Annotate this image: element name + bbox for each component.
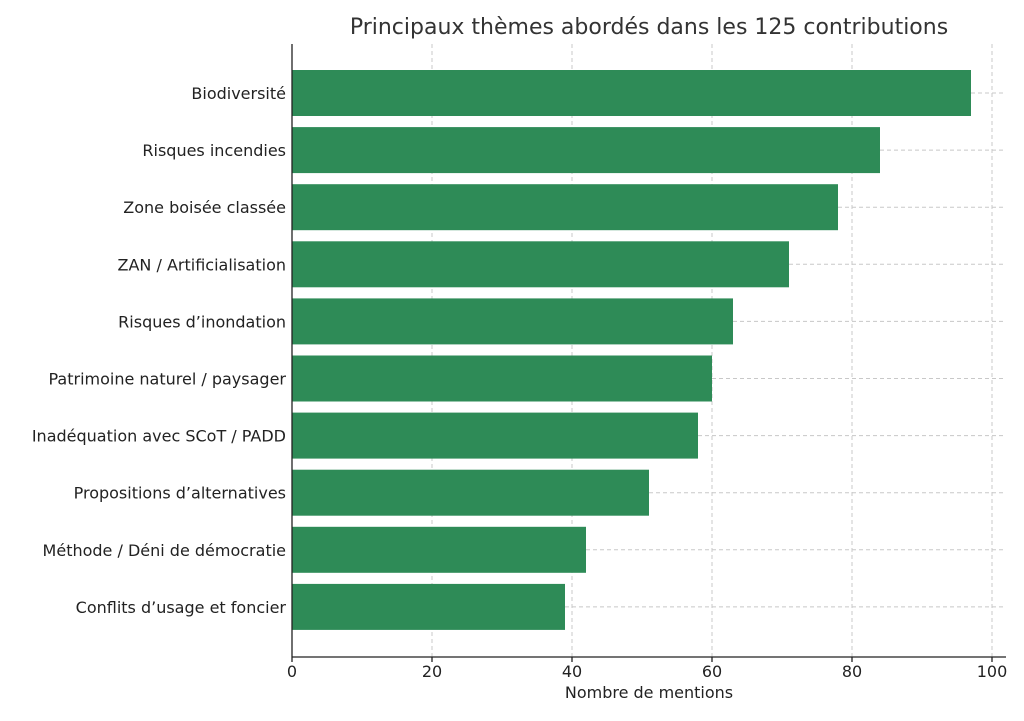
bars xyxy=(292,70,971,630)
category-label: Biodiversité xyxy=(191,84,286,103)
axes xyxy=(291,44,1006,658)
category-label: Inadéquation avec SCoT / PADD xyxy=(32,427,286,446)
category-label: Conflits d’usage et foncier xyxy=(76,598,287,617)
x-tick-labels: 0 20 40 60 80 100 xyxy=(287,657,1007,681)
category-label: Propositions d’alternatives xyxy=(74,484,286,503)
category-label: Patrimoine naturel / paysager xyxy=(48,370,286,389)
category-label: Risques incendies xyxy=(142,141,286,160)
category-label: Risques d’inondation xyxy=(118,312,286,331)
chart-title: Principaux thèmes abordés dans les 125 c… xyxy=(350,15,948,40)
category-label: Méthode / Déni de démocratie xyxy=(43,541,286,560)
x-axis-title: Nombre de mentions xyxy=(565,683,733,702)
category-label: Zone boisée classée xyxy=(123,198,286,217)
category-label: ZAN / Artificialisation xyxy=(118,255,286,274)
bar xyxy=(292,184,838,231)
bar xyxy=(292,412,698,459)
x-tick-label: 100 xyxy=(977,662,1008,681)
bar xyxy=(292,469,649,516)
bar xyxy=(292,583,565,630)
category-labels: Biodiversité Risques incendies Zone boisée… xyxy=(32,84,287,617)
bar xyxy=(292,70,971,116)
x-tick-label: 40 xyxy=(562,662,582,681)
x-tick-label: 0 xyxy=(287,662,297,681)
bar xyxy=(292,526,586,573)
x-tick-label: 80 xyxy=(842,662,862,681)
x-tick-label: 20 xyxy=(422,662,442,681)
bar xyxy=(292,355,712,402)
bar xyxy=(292,241,789,288)
bar xyxy=(292,127,880,174)
x-tick-label: 60 xyxy=(702,662,722,681)
bar xyxy=(292,298,733,345)
